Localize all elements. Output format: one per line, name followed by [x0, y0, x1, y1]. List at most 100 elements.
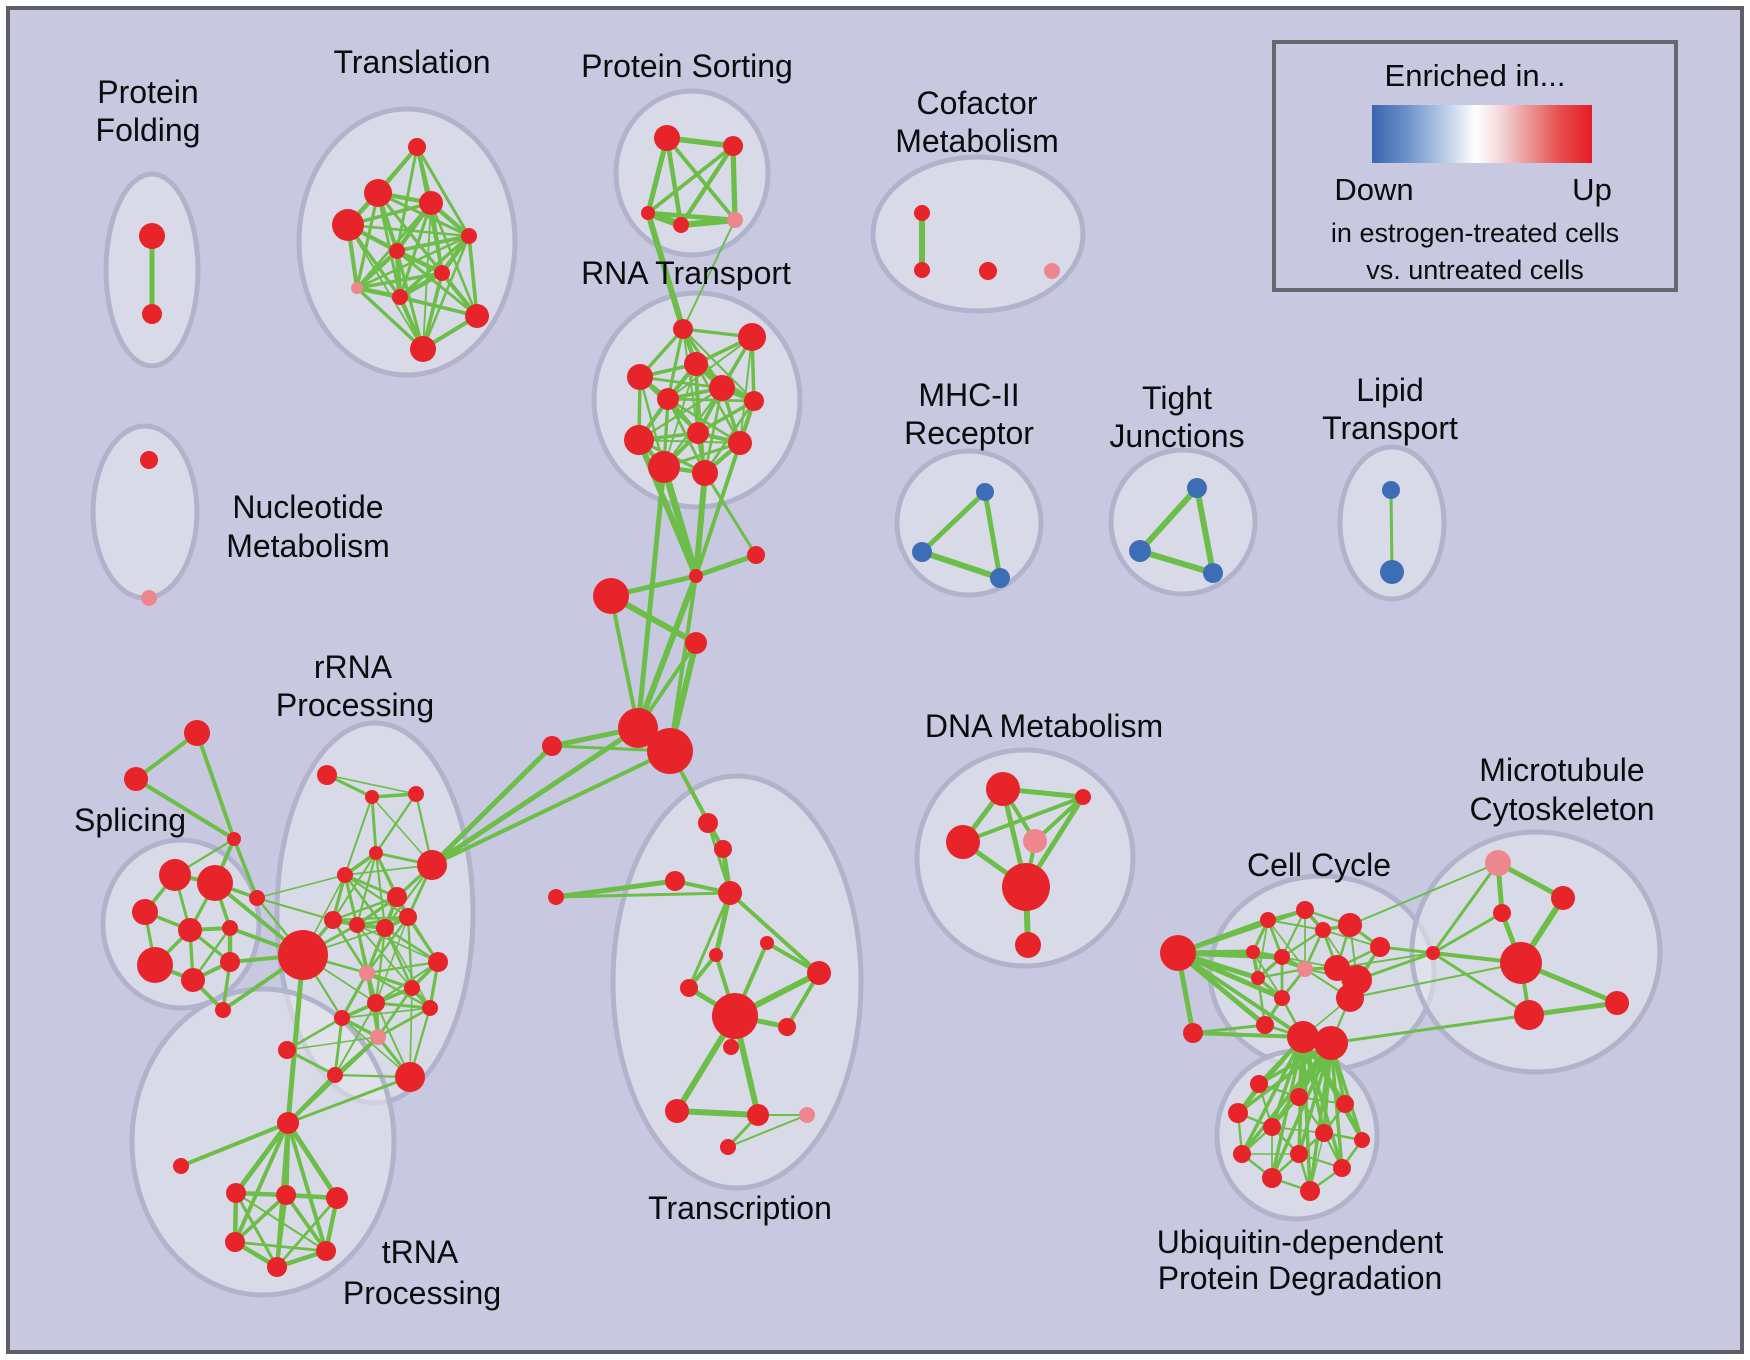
gene-set-node [1023, 829, 1047, 853]
gene-set-node [395, 1062, 425, 1092]
edge [638, 438, 741, 445]
edge [921, 549, 1001, 581]
edge [377, 1006, 431, 1039]
cluster-ellipse-translation [296, 106, 518, 378]
edge [1336, 952, 1434, 969]
gene-set-node [1263, 1118, 1281, 1136]
gene-set-node [422, 1000, 438, 1016]
gene-set-node [392, 289, 408, 305]
gene-set-node [387, 887, 407, 907]
gene-set-node [673, 319, 693, 339]
cluster-label-transcription: Transcription [648, 1190, 832, 1226]
gene-set-node [1290, 1088, 1308, 1106]
edge [341, 1017, 411, 1078]
edge [284, 1193, 328, 1253]
gene-set-node [370, 1029, 386, 1045]
edge [1236, 1041, 1333, 1115]
gene-set-node [173, 1158, 189, 1174]
gene-set-node [687, 422, 709, 444]
gene-set-node [461, 228, 477, 244]
edge [430, 744, 554, 867]
edge [375, 916, 409, 1004]
gene-set-node [1233, 1145, 1251, 1163]
gene-set-node [723, 1039, 739, 1055]
edge [1330, 1013, 1530, 1045]
edge [635, 574, 699, 730]
cluster-label-dna-metabolism: DNA Metabolism [925, 708, 1163, 744]
cluster-label-mhc-ii-receptor: MHC-II [918, 377, 1019, 413]
edge [682, 219, 736, 330]
edge [344, 796, 373, 876]
gene-set-node [720, 1139, 736, 1155]
gene-set-node [410, 336, 436, 362]
gene-set-node [1380, 560, 1404, 584]
edge [1257, 919, 1269, 979]
gene-set-node [657, 388, 679, 410]
gene-set-node [1485, 850, 1511, 876]
edge [398, 234, 471, 299]
edge [1389, 489, 1394, 573]
gene-set-node [324, 911, 342, 929]
gene-set-node [641, 206, 655, 220]
edge [370, 796, 378, 854]
legend-up-label: Up [1572, 172, 1612, 207]
gene-set-node [1314, 1026, 1348, 1060]
edge [430, 725, 640, 868]
gene-set-node [778, 1018, 796, 1036]
cluster-label-microtubule-cytoskeleton: Cytoskeleton [1470, 791, 1655, 827]
gene-set-node [1015, 932, 1041, 958]
edge [1194, 487, 1216, 574]
gene-set-node [276, 1185, 296, 1205]
edge [180, 1121, 289, 1168]
gene-set-node [912, 542, 932, 562]
gene-set-node [408, 138, 426, 156]
edge [340, 972, 369, 1019]
gene-set-node [1251, 971, 1265, 985]
gene-set-node [317, 765, 337, 785]
gene-set-node [399, 908, 417, 926]
gene-set-node [1315, 922, 1331, 938]
gene-set-node [1075, 789, 1091, 805]
gene-set-node [593, 578, 629, 614]
gene-set-node [618, 708, 658, 748]
edge [396, 249, 478, 318]
gene-set-node [727, 212, 743, 228]
edge [664, 137, 684, 226]
edge [366, 971, 431, 1010]
cluster-label-protein-folding: Folding [96, 112, 201, 148]
gene-set-node [334, 1010, 350, 1026]
edge [371, 796, 433, 866]
edge [1236, 1035, 1305, 1115]
edge [665, 136, 737, 222]
gene-set-node [709, 375, 735, 401]
gene-set-node [624, 425, 654, 455]
edge [326, 774, 417, 795]
gene-set-node [222, 920, 238, 936]
gene-set-node [744, 391, 764, 411]
gene-set-node [181, 968, 205, 992]
legend-caption-line1: in estrogen-treated cells [1330, 218, 1620, 248]
edge [982, 491, 1003, 579]
legend-down-label: Down [1334, 172, 1414, 207]
cluster-ellipse-trna-processing [129, 986, 397, 1298]
gene-set-node [1551, 886, 1575, 910]
edge [1349, 962, 1522, 999]
edge [256, 897, 334, 921]
edge [1297, 1042, 1333, 1155]
edge [555, 891, 731, 899]
edge [695, 552, 757, 579]
edge [285, 954, 306, 1124]
edge [398, 271, 444, 299]
edge [920, 490, 987, 554]
edge [285, 1121, 340, 1200]
edge [332, 895, 398, 922]
edge [275, 1197, 339, 1268]
gene-set-node [408, 786, 424, 802]
gene-set-node [1250, 1075, 1268, 1093]
gene-set-node [689, 569, 703, 583]
edge [1432, 951, 1530, 1017]
gene-set-node [1002, 863, 1050, 911]
edge [703, 472, 758, 556]
edge [286, 1036, 379, 1051]
